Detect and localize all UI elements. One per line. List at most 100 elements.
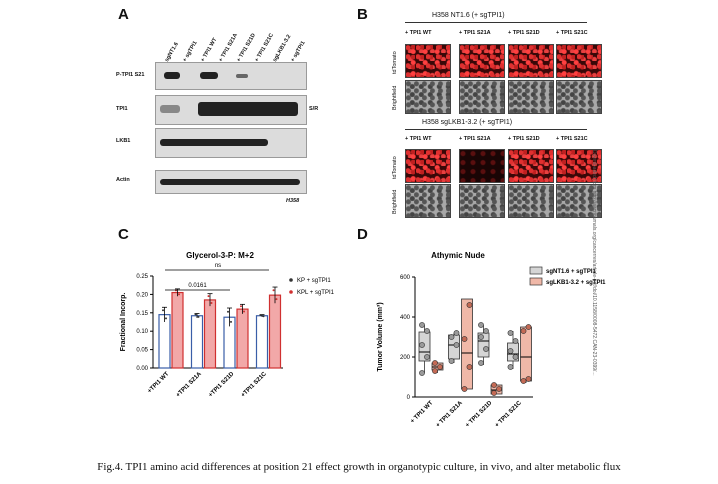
tdtomato-micrograph [556, 149, 602, 183]
brightfield-micrograph [405, 80, 451, 114]
data-point [512, 338, 519, 344]
brightfield-micrograph [459, 184, 505, 218]
point [230, 320, 232, 323]
data-point [496, 386, 502, 392]
micrograph-column-label: + TPI1 S21C [556, 136, 588, 142]
data-point [419, 342, 425, 348]
micrograph-column-label: + TPI1 S21D [508, 30, 540, 36]
data-point [466, 364, 473, 370]
tdtomato-micrograph [508, 149, 554, 183]
bar [190, 315, 204, 369]
panel-b-bottom-title: H358 sgLKB1-3.2 (+ sgTPI1) [422, 119, 513, 126]
point [162, 309, 164, 312]
point [262, 315, 265, 318]
blot-row-label: LKB1 [116, 138, 131, 144]
y-tick-label: 0 [407, 395, 411, 401]
y-tick-label: 0.05 [136, 348, 148, 354]
brightfield-micrograph [556, 184, 602, 218]
chart-d-title: Athymic Nude [431, 251, 485, 260]
y-tick-label: 0.00 [136, 366, 148, 372]
point [275, 298, 278, 301]
tdtomato-micrograph [556, 44, 602, 78]
data-point [507, 364, 514, 370]
data-point [525, 376, 532, 382]
figure-caption: Fig.4. TPI1 amino acid differences at po… [97, 461, 621, 473]
brightfield-micrograph [556, 80, 602, 114]
blot-lkb1 [155, 128, 307, 158]
chart-c-title: Glycerol-3-P: M+2 [186, 251, 254, 260]
sr-label: S/R [309, 106, 319, 112]
legend-label: KP + sgTPI1 [297, 278, 331, 284]
download-note: Downloaded from http://aacrjournals.org/… [591, 150, 597, 376]
x-tick-label: + TPI1 S21A [435, 400, 464, 429]
legend-marker [289, 278, 293, 282]
data-point [466, 302, 473, 308]
point [210, 302, 213, 305]
chart-c-ylabel: Fractional Incorp. [120, 293, 127, 352]
point [243, 310, 245, 313]
bar [236, 308, 249, 369]
x-tick-label: +TPI1 S21A [175, 371, 203, 399]
micrograph-column-label: + TPI1 S21D [508, 136, 540, 142]
chart-d-ylabel: Tumor Volume (mm³) [377, 302, 384, 371]
data-point [478, 334, 484, 340]
data-point [461, 336, 468, 342]
band [164, 72, 180, 79]
y-tick-label: 200 [400, 355, 411, 361]
brightfield-micrograph [508, 184, 554, 218]
data-point [448, 334, 455, 340]
ns-label: ns [215, 263, 221, 269]
data-point [483, 328, 489, 334]
micrograph-column-label: + TPI1 WT [405, 136, 432, 142]
data-point [478, 322, 484, 328]
point [178, 293, 180, 296]
y-tick-label: 0.15 [136, 311, 148, 317]
data-point [507, 348, 514, 354]
brightfield-micrograph [459, 80, 505, 114]
x-tick-label: +TPI1 S21D [208, 371, 236, 399]
legend-marker [289, 290, 293, 294]
panel-d-letter: D [357, 226, 368, 243]
x-tick-label: +TPI1 S21C [240, 371, 268, 399]
panel-a-letter: A [118, 6, 129, 23]
box [477, 332, 490, 358]
band [160, 179, 300, 185]
bar [268, 294, 282, 369]
tdtomato-micrograph [459, 44, 505, 78]
data-point [507, 330, 514, 336]
panel-b-top-title: H358 NT1.6 (+ sgTPI1) [432, 12, 505, 19]
point [240, 305, 242, 308]
lane-label: sgNT1.6 [164, 41, 180, 63]
band [160, 139, 268, 146]
x-tick-label: + TPI1 S21C [494, 400, 523, 429]
bar [255, 315, 269, 369]
data-point [491, 382, 497, 388]
y-tick-label: 400 [400, 315, 411, 321]
data-point [461, 386, 468, 392]
blot-p-tpi1 [155, 62, 307, 90]
y-tick-label: 600 [400, 275, 411, 281]
data-point [478, 360, 484, 366]
tdtomato-micrograph [459, 149, 505, 183]
tdtomato-micrograph [405, 44, 451, 78]
x-tick-label: +TPI1 WT [147, 371, 171, 395]
data-point [424, 354, 430, 360]
point [207, 295, 210, 298]
blot-row-label: Actin [116, 177, 130, 183]
data-point [483, 346, 489, 352]
micrograph-column-label: + TPI1 S21A [459, 136, 491, 142]
box [520, 326, 532, 382]
box [448, 334, 460, 360]
band [198, 102, 298, 116]
legend-swatch [529, 266, 543, 275]
data-point [419, 322, 425, 328]
point [197, 315, 200, 318]
blot-actin [155, 170, 307, 194]
micrograph-column-label: + TPI1 S21C [556, 30, 588, 36]
lane-label: + sgTPI1 [290, 40, 307, 63]
panel-c-letter: C [118, 226, 129, 243]
blot-tpi1 [155, 95, 307, 125]
bar [158, 314, 171, 369]
tdtomato-micrograph [405, 149, 451, 183]
band [236, 74, 248, 78]
